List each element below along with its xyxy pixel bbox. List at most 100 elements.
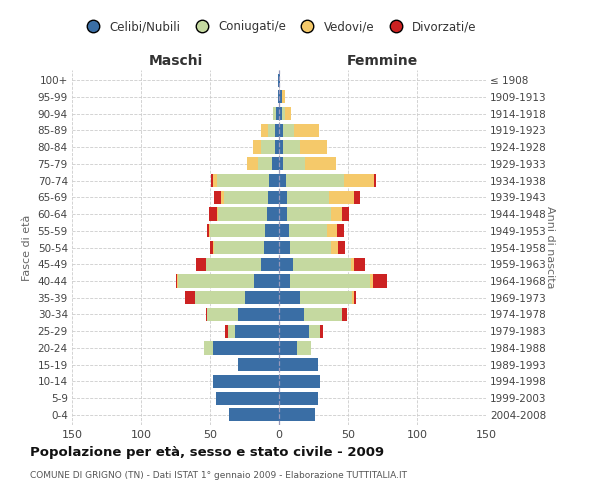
Bar	[279, 408, 315, 422]
Bar	[286, 174, 344, 187]
Bar	[238, 358, 279, 371]
Bar	[287, 190, 329, 204]
Bar	[300, 291, 352, 304]
Bar	[178, 274, 254, 287]
Bar	[370, 274, 373, 287]
Text: Popolazione per età, sesso e stato civile - 2009: Popolazione per età, sesso e stato civil…	[30, 446, 384, 459]
Bar	[177, 274, 178, 287]
Bar	[279, 358, 317, 371]
Bar	[373, 274, 386, 287]
Bar	[279, 241, 290, 254]
Bar	[207, 308, 238, 321]
Bar	[209, 208, 217, 220]
Bar	[217, 208, 218, 220]
Bar	[210, 224, 265, 237]
Bar	[287, 208, 331, 220]
Bar	[331, 241, 338, 254]
Bar	[278, 74, 279, 86]
Bar	[320, 324, 323, 338]
Bar	[294, 124, 319, 137]
Bar	[351, 258, 353, 271]
Bar	[331, 208, 343, 220]
Bar	[275, 124, 279, 137]
Text: COMUNE DI GRIGNO (TN) - Dati ISTAT 1° gennaio 2009 - Elaborazione TUTTITALIA.IT: COMUNE DI GRIGNO (TN) - Dati ISTAT 1° ge…	[30, 471, 407, 480]
Bar	[218, 208, 266, 220]
Bar	[279, 74, 280, 86]
Bar	[343, 208, 349, 220]
Bar	[215, 392, 279, 404]
Bar	[209, 224, 210, 237]
Bar	[235, 324, 279, 338]
Bar	[206, 258, 261, 271]
Bar	[213, 241, 214, 254]
Bar	[343, 308, 347, 321]
Bar	[206, 308, 207, 321]
Bar	[300, 140, 328, 153]
Bar	[185, 291, 195, 304]
Bar	[265, 224, 279, 237]
Bar	[290, 274, 370, 287]
Bar	[221, 190, 224, 204]
Bar	[374, 174, 376, 187]
Bar	[279, 342, 297, 354]
Bar	[259, 157, 272, 170]
Bar	[353, 258, 365, 271]
Bar	[213, 174, 217, 187]
Bar	[261, 140, 275, 153]
Bar	[279, 157, 283, 170]
Bar	[176, 274, 177, 287]
Bar	[195, 291, 245, 304]
Bar	[279, 190, 287, 204]
Bar	[329, 190, 353, 204]
Bar	[210, 241, 213, 254]
Bar	[283, 140, 300, 153]
Bar	[225, 324, 228, 338]
Bar	[228, 324, 235, 338]
Bar	[275, 140, 279, 153]
Bar	[289, 224, 328, 237]
Legend: Celibi/Nubili, Coniugati/e, Vedovi/e, Divorzati/e: Celibi/Nubili, Coniugati/e, Vedovi/e, Di…	[76, 16, 482, 38]
Bar	[268, 124, 275, 137]
Bar	[245, 291, 279, 304]
Bar	[205, 342, 213, 354]
Bar	[211, 174, 213, 187]
Bar	[213, 375, 279, 388]
Bar	[238, 308, 279, 321]
Bar	[217, 174, 269, 187]
Bar	[284, 107, 292, 120]
Bar	[282, 90, 284, 104]
Bar	[282, 107, 284, 120]
Bar	[279, 174, 286, 187]
Bar	[214, 190, 221, 204]
Bar	[328, 224, 337, 237]
Bar	[269, 174, 279, 187]
Bar	[276, 107, 279, 120]
Bar	[283, 157, 305, 170]
Bar	[344, 174, 374, 187]
Bar	[279, 224, 289, 237]
Bar	[353, 190, 361, 204]
Bar	[261, 124, 268, 137]
Bar	[247, 157, 259, 170]
Bar	[214, 241, 264, 254]
Bar	[279, 308, 304, 321]
Bar	[279, 274, 290, 287]
Bar	[279, 375, 320, 388]
Bar	[283, 124, 294, 137]
Bar	[279, 90, 282, 104]
Bar	[290, 241, 331, 254]
Bar	[261, 258, 279, 271]
Bar	[213, 342, 279, 354]
Bar	[224, 190, 268, 204]
Bar	[310, 324, 320, 338]
Text: Femmine: Femmine	[347, 54, 418, 68]
Bar	[268, 190, 279, 204]
Bar	[196, 258, 206, 271]
Bar	[293, 258, 351, 271]
Bar	[272, 157, 279, 170]
Bar	[279, 208, 287, 220]
Bar	[279, 291, 300, 304]
Bar	[279, 392, 317, 404]
Bar	[266, 208, 279, 220]
Bar	[274, 107, 276, 120]
